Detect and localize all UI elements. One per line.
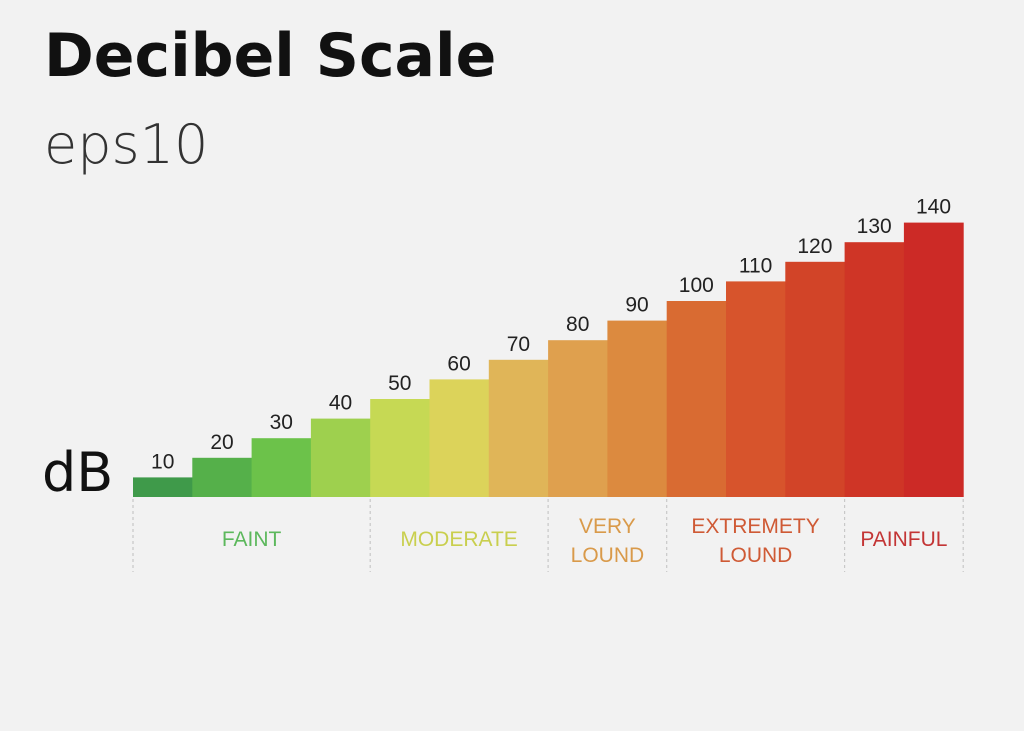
value-label-140: 140 <box>916 196 951 219</box>
bar-140db <box>903 222 964 497</box>
bar-130db <box>844 242 905 497</box>
bar-60db <box>429 379 490 497</box>
value-label-130: 130 <box>857 215 892 238</box>
bars-layer <box>133 222 964 497</box>
value-label-60: 60 <box>447 352 470 375</box>
value-label-50: 50 <box>388 372 411 395</box>
value-label-10: 10 <box>151 450 174 473</box>
value-label-20: 20 <box>210 431 233 454</box>
chart-subtitle: eps10 <box>44 113 209 176</box>
bar-40db <box>310 418 371 497</box>
group-label-painful: PAINFUL <box>860 528 947 551</box>
bar-70db <box>488 359 549 497</box>
group-label-extremety-lound: EXTREMETY LOUND <box>691 515 819 567</box>
value-label-30: 30 <box>270 411 293 434</box>
bar-50db <box>370 399 430 497</box>
group-label-moderate: MODERATE <box>400 528 517 551</box>
value-label-100: 100 <box>679 274 714 297</box>
group-label-faint: FAINT <box>222 528 282 551</box>
bar-90db <box>607 320 668 497</box>
value-label-40: 40 <box>329 392 352 415</box>
bar-110db <box>726 281 786 497</box>
value-label-90: 90 <box>625 294 648 317</box>
bar-120db <box>785 261 846 497</box>
group-label-very-lound: VERY LOUND <box>571 515 645 567</box>
bar-80db <box>548 340 608 497</box>
chart-title: Decibel Scale <box>44 21 497 91</box>
value-labels-layer: 10 20 30 40 50 60 70 80 90 100 110 120 130 140 <box>151 196 951 474</box>
value-label-80: 80 <box>566 313 589 336</box>
bar-20db <box>192 457 253 497</box>
value-label-110: 110 <box>739 254 772 277</box>
unit-label: dB <box>42 441 114 504</box>
bar-100db <box>666 301 727 497</box>
bar-30db <box>251 438 312 497</box>
value-label-70: 70 <box>507 333 530 356</box>
value-label-120: 120 <box>797 235 832 258</box>
category-groups-layer: FAINT MODERATE VERY LOUND EXTREMETY LOUND PAIN… <box>132 499 964 572</box>
bar-10db <box>133 477 193 497</box>
